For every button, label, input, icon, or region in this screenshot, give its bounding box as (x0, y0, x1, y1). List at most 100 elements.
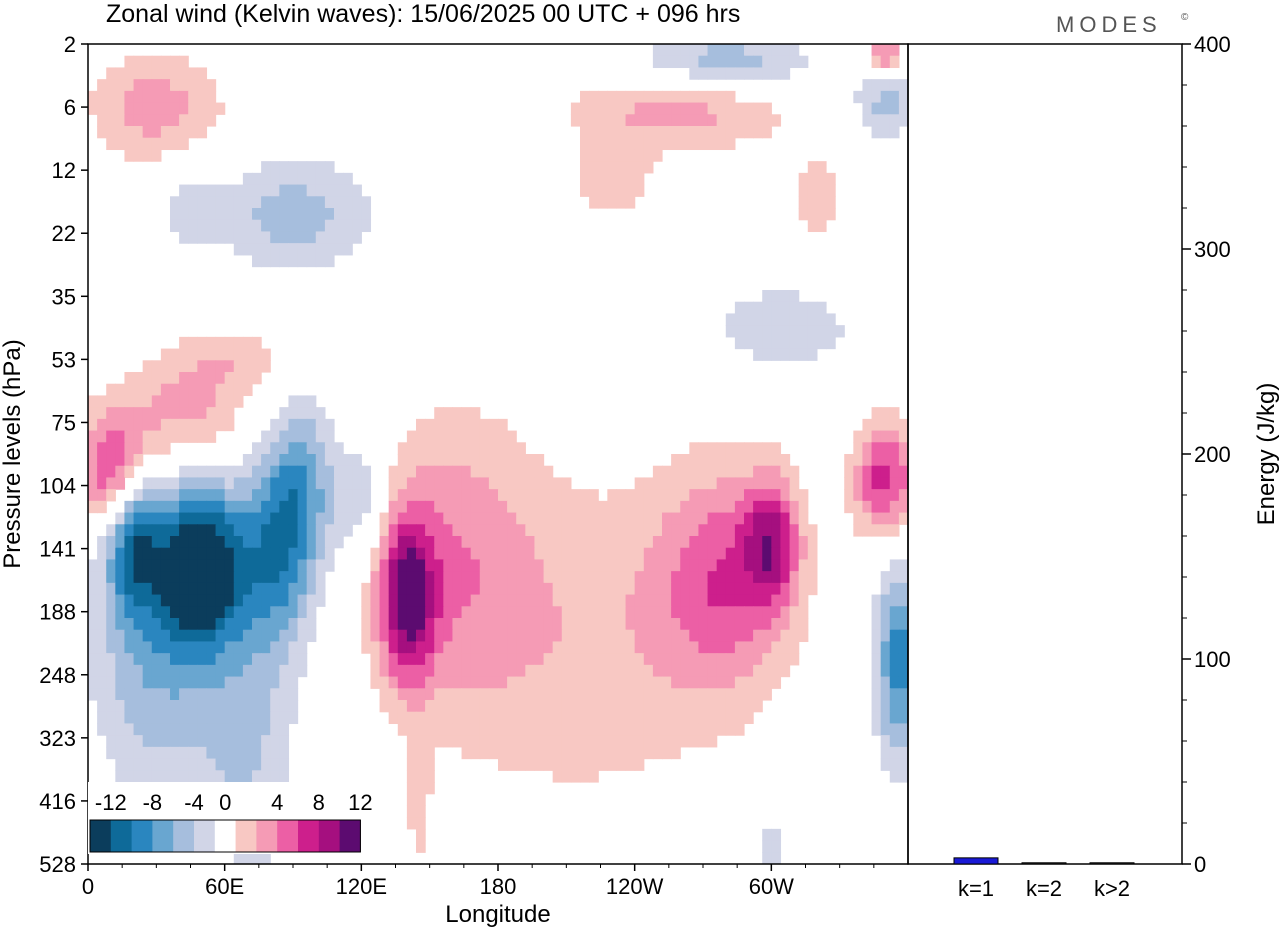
heatmap-cell (206, 418, 217, 432)
heatmap-cell (115, 524, 126, 537)
heatmap-cell (124, 512, 135, 525)
heatmap-cell (725, 90, 736, 104)
heatmap-cell (889, 653, 900, 666)
heatmap-cell (315, 547, 326, 561)
heatmap-cell (324, 477, 335, 490)
heatmap-cell (170, 500, 180, 514)
heatmap-cell (443, 676, 454, 689)
heatmap-cell (388, 676, 399, 689)
heatmap-cell (762, 336, 772, 350)
heatmap-cell (215, 524, 226, 537)
heatmap-cell (643, 114, 654, 127)
heatmap-cell (616, 196, 627, 209)
heatmap-cell (716, 711, 727, 725)
heatmap-cell (151, 688, 162, 701)
heatmap-cell (252, 676, 262, 689)
colorbar-swatch (339, 820, 361, 852)
colorbar-swatch (298, 820, 320, 852)
heatmap-cell (707, 629, 718, 643)
heatmap-cell (252, 360, 262, 373)
heatmap-cell (261, 454, 271, 467)
heatmap-cell (479, 536, 490, 549)
heatmap-cell (133, 559, 144, 572)
heatmap-cell (698, 653, 709, 666)
heatmap-cell (844, 489, 854, 502)
heatmap-cell (625, 547, 636, 561)
heatmap-cell (680, 676, 690, 689)
heatmap-cell (871, 454, 882, 467)
heatmap-cell (844, 465, 854, 479)
heatmap-cell (160, 571, 171, 584)
heatmap-cell (343, 208, 353, 221)
heatmap-cell (261, 512, 271, 525)
heatmap-cell (616, 137, 627, 151)
heatmap-cell (324, 172, 335, 186)
heatmap-cell (215, 196, 226, 209)
heatmap-cell (643, 746, 654, 760)
heatmap-cell (233, 664, 244, 678)
heatmap-cell (343, 524, 353, 537)
heatmap-cell (488, 571, 499, 584)
heatmap-cell (425, 629, 435, 643)
heatmap-cell (807, 325, 818, 338)
heatmap-cell (780, 641, 791, 654)
heatmap-cell (324, 489, 335, 502)
heatmap-cell (826, 184, 836, 197)
heatmap-cell (151, 641, 162, 654)
heatmap-cell (170, 102, 180, 115)
heatmap-cell (889, 114, 900, 127)
heatmap-cell (288, 172, 299, 186)
heatmap-cell (179, 184, 189, 197)
heatmap-cell (425, 700, 435, 713)
heatmap-cell (543, 618, 554, 631)
heatmap-cell (525, 758, 536, 771)
heatmap-cell (97, 688, 107, 701)
colorbar-frame (89, 819, 361, 853)
heatmap-cell (498, 641, 508, 654)
heatmap-cell (206, 90, 217, 104)
heatmap-cell (170, 676, 180, 689)
heatmap-cell (552, 489, 563, 502)
heatmap-cell (561, 547, 572, 561)
heatmap-cell (734, 55, 745, 69)
heatmap-cell (634, 571, 645, 584)
heatmap-cell (634, 711, 645, 725)
heatmap-cell (361, 477, 372, 490)
heatmap-cell (643, 489, 654, 502)
heatmap-cell (744, 114, 754, 127)
heatmap-cell (871, 723, 882, 736)
heatmap-cell (170, 758, 180, 771)
heatmap-cell (434, 477, 444, 490)
heatmap-cell (179, 137, 189, 151)
heatmap-cell (662, 700, 672, 713)
heatmap-cell (170, 430, 180, 443)
heatmap-cell (252, 571, 262, 584)
heatmap-cell (716, 126, 727, 139)
heatmap-cell (580, 547, 590, 561)
heatmap-cell (416, 840, 426, 853)
heatmap-cell (534, 746, 545, 760)
energy-tick-label: 100 (1194, 647, 1231, 672)
heatmap-cell (707, 524, 718, 537)
energy-tick-label: 300 (1194, 237, 1231, 262)
heatmap-cell (744, 536, 754, 549)
heatmap-cell (753, 489, 763, 502)
heatmap-cell (170, 372, 180, 385)
heatmap-cell (379, 606, 390, 619)
heatmap-cell (279, 641, 290, 654)
heatmap-cell (543, 594, 554, 607)
heatmap-cell (689, 67, 700, 80)
heatmap-cell (589, 137, 599, 151)
heatmap-cell (698, 442, 709, 455)
heatmap-cell (270, 418, 280, 432)
heatmap-cell (479, 606, 490, 619)
heatmap-cell (516, 758, 526, 771)
heatmap-cell (242, 477, 253, 490)
heatmap-cell (698, 606, 709, 619)
heatmap-cell (452, 454, 463, 467)
heatmap-cell (570, 536, 581, 549)
heatmap-cell (434, 571, 444, 584)
heatmap-cell (224, 489, 235, 502)
heatmap-cell (270, 172, 280, 186)
colorbar-label: -12 (95, 790, 127, 815)
